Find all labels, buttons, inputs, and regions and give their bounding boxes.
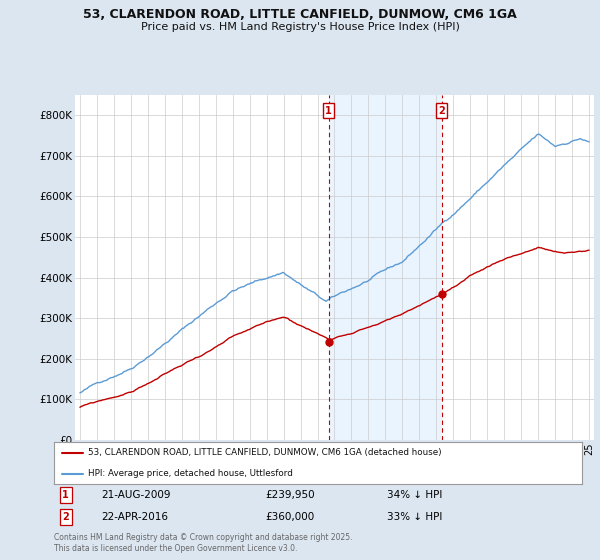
Text: 2: 2 <box>438 106 445 116</box>
Text: 21-AUG-2009: 21-AUG-2009 <box>101 490 171 500</box>
Bar <box>329 95 442 440</box>
Text: 1: 1 <box>62 490 69 500</box>
Text: Price paid vs. HM Land Registry's House Price Index (HPI): Price paid vs. HM Land Registry's House … <box>140 22 460 32</box>
Text: £239,950: £239,950 <box>265 490 315 500</box>
Text: £360,000: £360,000 <box>265 512 314 522</box>
Text: HPI: Average price, detached house, Uttlesford: HPI: Average price, detached house, Uttl… <box>88 469 293 478</box>
Text: 22-APR-2016: 22-APR-2016 <box>101 512 169 522</box>
Text: 2: 2 <box>62 512 69 522</box>
Text: 34% ↓ HPI: 34% ↓ HPI <box>386 490 442 500</box>
Text: 33% ↓ HPI: 33% ↓ HPI <box>386 512 442 522</box>
Text: 53, CLARENDON ROAD, LITTLE CANFIELD, DUNMOW, CM6 1GA: 53, CLARENDON ROAD, LITTLE CANFIELD, DUN… <box>83 8 517 21</box>
Text: 53, CLARENDON ROAD, LITTLE CANFIELD, DUNMOW, CM6 1GA (detached house): 53, CLARENDON ROAD, LITTLE CANFIELD, DUN… <box>88 449 442 458</box>
Text: Contains HM Land Registry data © Crown copyright and database right 2025.
This d: Contains HM Land Registry data © Crown c… <box>54 533 353 553</box>
Text: 1: 1 <box>325 106 332 116</box>
